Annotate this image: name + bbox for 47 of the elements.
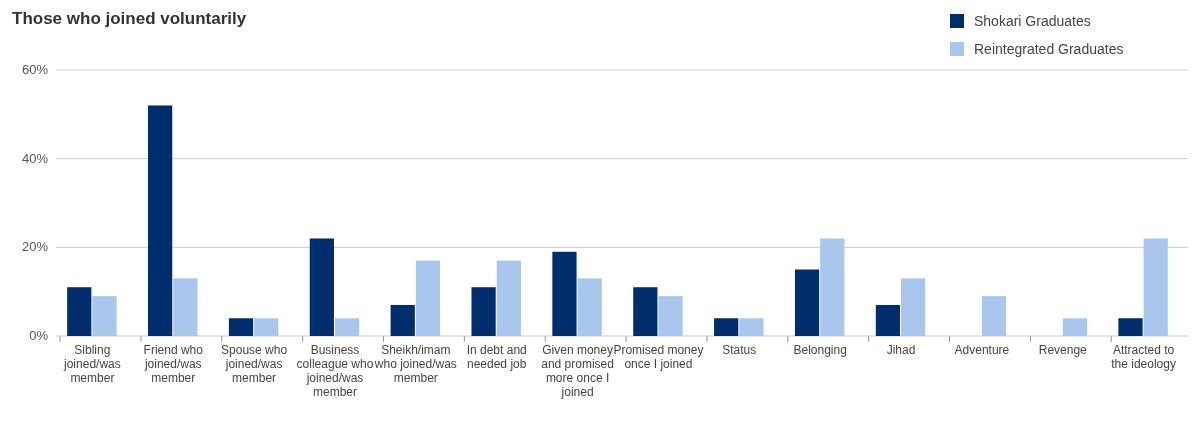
x-tick-label: Attracted to the ideology: [1111, 343, 1176, 371]
bar: [1118, 318, 1143, 336]
bar: [92, 296, 117, 336]
x-tick-label: Adventure: [954, 343, 1010, 357]
y-tick-label: 20%: [21, 239, 49, 255]
y-tick-label: 40%: [21, 150, 49, 166]
bar: [173, 278, 198, 336]
bar: [415, 260, 441, 336]
legend-label: Reintegrated Graduates: [974, 41, 1124, 57]
x-tick-label: Sibling joined/was member: [63, 343, 121, 385]
x-tick-label: Promised money once I joined: [613, 343, 704, 371]
bar: [496, 260, 521, 336]
bar: [577, 278, 602, 336]
x-tick-label: Jihad: [886, 343, 916, 357]
x-tick-label: Given money and promised more once I joined: [541, 343, 614, 399]
x-tick-label: Spouse who joined/was member: [221, 343, 288, 385]
bar: [390, 304, 415, 336]
x-tick-label: Status: [722, 343, 757, 357]
bar: [794, 269, 820, 336]
bar: [1143, 238, 1168, 336]
bar: [739, 318, 764, 336]
bar: [875, 304, 901, 336]
x-tick-label: Revenge: [1038, 343, 1088, 357]
y-tick-label: 60%: [21, 62, 49, 77]
bar: [552, 251, 577, 336]
x-tick-label: In debt and needed job: [466, 343, 527, 371]
bar: [309, 238, 334, 336]
bar: [67, 287, 92, 336]
x-tick-label: Friend who joined/was member: [143, 343, 204, 385]
x-tick-label: Belonging: [793, 343, 847, 357]
bar: [820, 238, 845, 336]
bar: [714, 318, 739, 336]
bar: [471, 287, 496, 336]
y-tick-label: 0%: [29, 328, 49, 343]
bar: [1062, 318, 1087, 336]
bar: [148, 105, 173, 336]
x-tick-label: Sheikh/imam who joined/was member: [373, 343, 457, 385]
legend-label: Shokari Graduates: [974, 13, 1091, 29]
bar: [981, 296, 1007, 336]
x-tick-label: Business colleague who joined/was member: [296, 343, 374, 399]
chart-title: Those who joined voluntarily: [12, 9, 247, 28]
bar: [254, 318, 279, 336]
bar: [228, 318, 254, 336]
bar: [658, 296, 683, 336]
bar: [633, 287, 658, 336]
bar: [334, 318, 360, 336]
bar: [901, 278, 926, 336]
